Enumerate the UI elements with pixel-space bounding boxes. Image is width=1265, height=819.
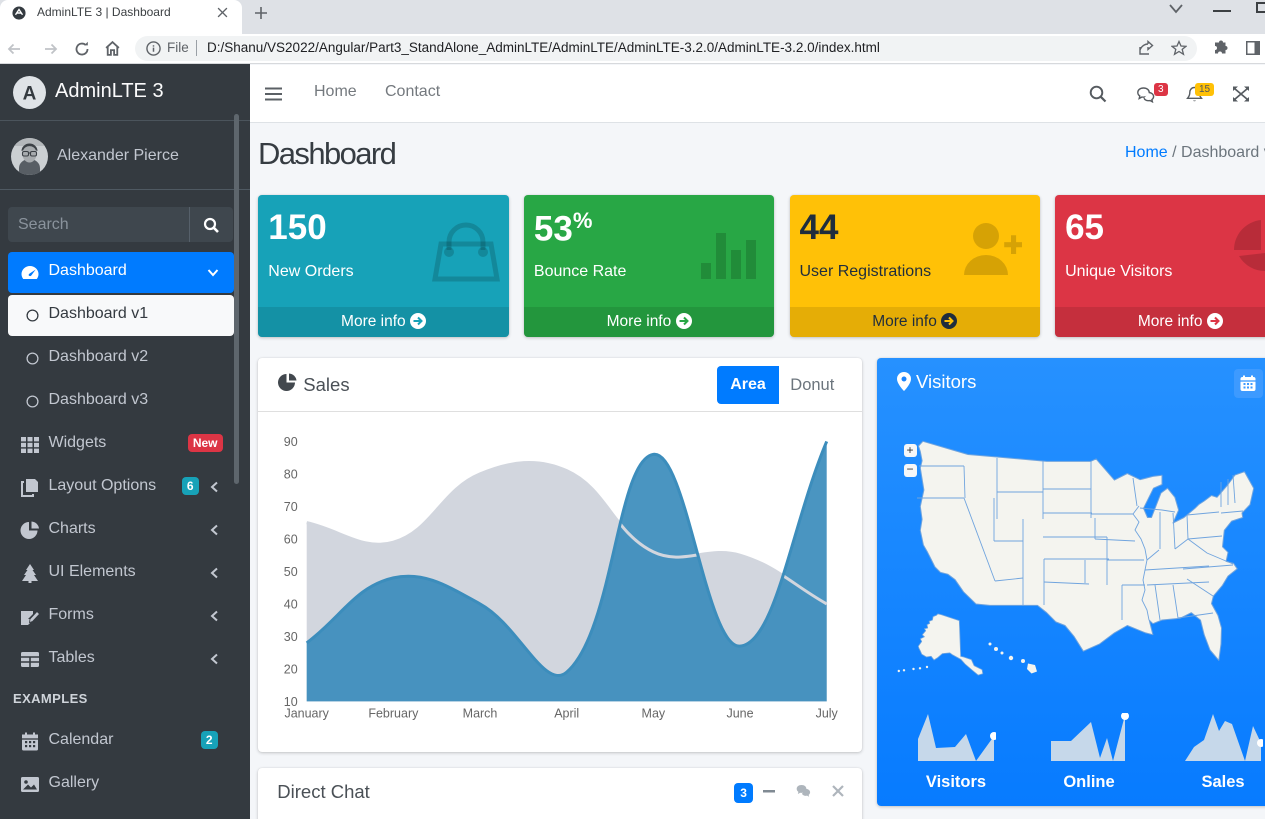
svg-text:March: March xyxy=(463,706,498,720)
svg-text:60: 60 xyxy=(284,532,298,546)
svg-text:A: A xyxy=(23,84,37,105)
svg-text:30: 30 xyxy=(284,629,298,643)
svg-text:June: June xyxy=(727,706,754,720)
svg-text:April: April xyxy=(554,706,579,720)
svg-text:90: 90 xyxy=(284,434,298,448)
svg-text:50: 50 xyxy=(284,564,298,578)
svg-text:January: January xyxy=(285,706,330,720)
svg-text:10: 10 xyxy=(284,694,298,708)
svg-text:February: February xyxy=(369,706,420,720)
svg-text:80: 80 xyxy=(284,467,298,481)
svg-text:May: May xyxy=(642,706,666,720)
svg-text:70: 70 xyxy=(284,499,298,513)
svg-text:July: July xyxy=(816,706,839,720)
svg-text:20: 20 xyxy=(284,662,298,676)
svg-text:40: 40 xyxy=(284,597,298,611)
